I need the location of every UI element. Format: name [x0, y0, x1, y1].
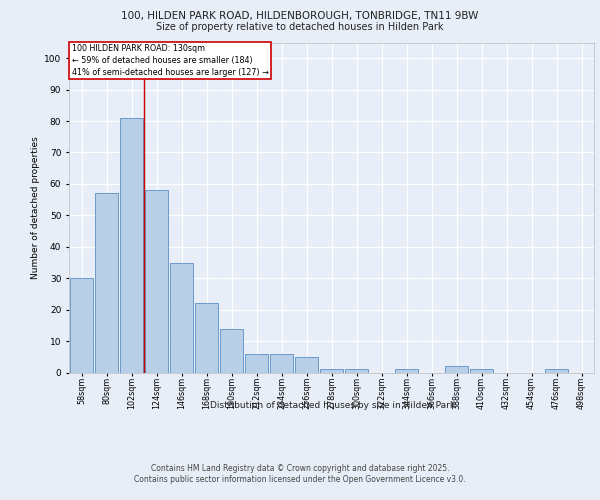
Bar	[119, 118, 143, 372]
Text: Contains HM Land Registry data © Crown copyright and database right 2025.: Contains HM Land Registry data © Crown c…	[151, 464, 449, 473]
Bar	[344, 370, 368, 372]
Bar	[70, 278, 94, 372]
Bar	[220, 328, 244, 372]
Y-axis label: Number of detached properties: Number of detached properties	[31, 136, 40, 279]
Bar	[545, 370, 568, 372]
Bar	[95, 194, 118, 372]
Bar	[320, 370, 343, 372]
Text: Size of property relative to detached houses in Hilden Park: Size of property relative to detached ho…	[156, 22, 444, 32]
Text: Distribution of detached houses by size in Hilden Park: Distribution of detached houses by size …	[211, 401, 455, 410]
Bar	[269, 354, 293, 372]
Text: Contains public sector information licensed under the Open Government Licence v3: Contains public sector information licen…	[134, 475, 466, 484]
Bar	[470, 370, 493, 372]
Bar	[145, 190, 169, 372]
Bar	[194, 304, 218, 372]
Bar	[295, 357, 319, 372]
Bar	[170, 262, 193, 372]
Bar	[245, 354, 268, 372]
Text: 100 HILDEN PARK ROAD: 130sqm
← 59% of detached houses are smaller (184)
41% of s: 100 HILDEN PARK ROAD: 130sqm ← 59% of de…	[71, 44, 269, 76]
Bar	[395, 370, 418, 372]
Bar	[445, 366, 469, 372]
Text: 100, HILDEN PARK ROAD, HILDENBOROUGH, TONBRIDGE, TN11 9BW: 100, HILDEN PARK ROAD, HILDENBOROUGH, TO…	[121, 11, 479, 21]
